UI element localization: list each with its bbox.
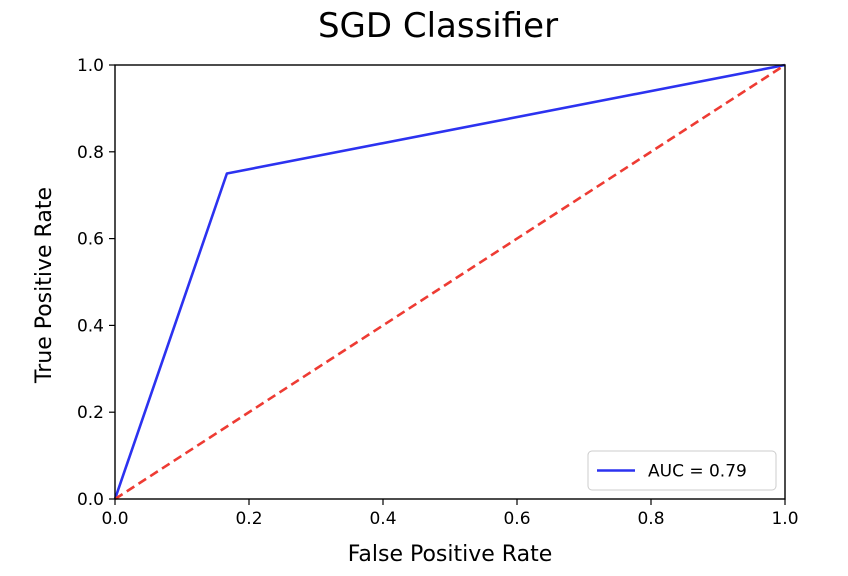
axis-ticks: 0.0 0.2 0.4 0.6 0.8 1.0 0.0 0.2 0.4 0.6 0.8 1.0	[77, 56, 799, 529]
y-tick-label: 1.0	[77, 56, 104, 76]
y-tick-label: 0.2	[77, 403, 104, 423]
chart-title: SGD Classifier	[318, 6, 558, 46]
roc-curve-line	[113, 63, 786, 500]
legend-label: AUC = 0.79	[648, 462, 747, 482]
x-tick-label: 0.0	[101, 509, 128, 529]
x-tick-label: 0.8	[637, 509, 664, 529]
chance-diagonal-line	[114, 63, 786, 501]
plot-area	[113, 63, 786, 501]
y-tick-label: 0.8	[77, 143, 104, 163]
x-axis-label: False Positive Rate	[348, 542, 552, 567]
x-tick-label: 0.2	[235, 509, 262, 529]
legend-box	[587, 450, 777, 491]
legend: AUC = 0.79	[587, 450, 777, 491]
x-tick-label: 1.0	[771, 509, 798, 529]
y-tick-label: 0.0	[77, 490, 104, 510]
x-tick-label: 0.4	[369, 509, 396, 529]
y-axis-label: True Positive Rate	[32, 187, 57, 384]
y-tick-label: 0.6	[77, 230, 104, 250]
x-tick-label: 0.6	[503, 509, 530, 529]
plot-frame	[114, 64, 786, 500]
y-tick-label: 0.4	[77, 316, 104, 336]
